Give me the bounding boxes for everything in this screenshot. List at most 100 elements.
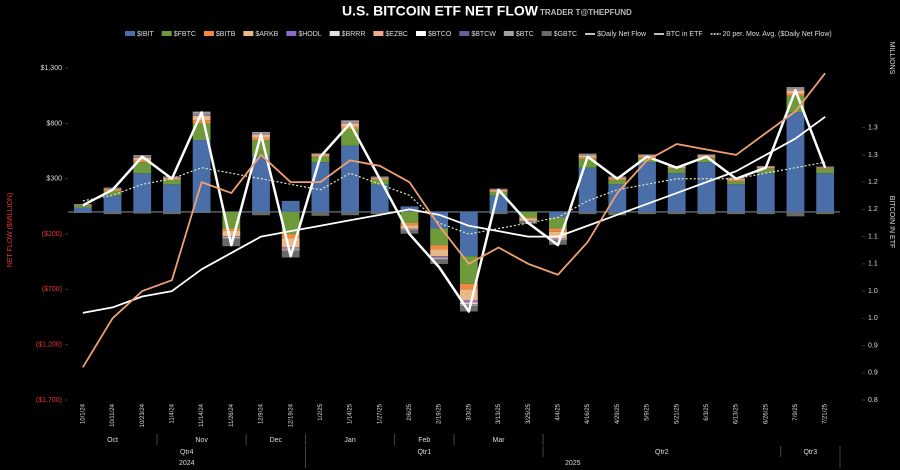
bar-segment: [252, 156, 270, 212]
y-tick-label: $300: [46, 176, 62, 183]
x-tick-label: 11/14/24: [199, 403, 205, 427]
y-tick-label: $800: [46, 120, 62, 127]
bar-segment: [697, 157, 716, 163]
bar-segment: [103, 211, 122, 215]
bar-segment: [222, 230, 241, 237]
bar-segment: [252, 131, 270, 134]
bar-segment: [459, 303, 478, 305]
legend-swatch: [203, 31, 214, 36]
bar-segment: [578, 158, 597, 168]
bar-segment: [667, 166, 686, 167]
bar-segment: [133, 157, 152, 160]
bar-segment: [341, 120, 359, 122]
bar-segment: [103, 195, 122, 212]
legend-label: $FBTC: [174, 31, 196, 38]
bar-segment: [489, 211, 508, 215]
x-tick-label: 6/26/25: [763, 403, 769, 424]
bar-segment: [430, 256, 449, 258]
month-label: Oct: [107, 437, 118, 444]
y2-axis-unit: MILLIONS: [888, 42, 895, 75]
bar-segment: [786, 112, 805, 212]
x-tick-label: 6/13/25: [734, 403, 740, 424]
bar-segment: [430, 258, 449, 260]
x-tick-label: 7/21/25: [823, 403, 829, 424]
bar-segment: [578, 167, 597, 212]
quarter-label: Qtr3: [803, 449, 817, 456]
x-tick-label: 4/16/25: [585, 403, 591, 424]
bar-segment: [459, 256, 478, 284]
x-tick-label: 3/13/25: [496, 403, 502, 424]
bar-segment: [163, 211, 181, 215]
y2-axis-title: BITCOIN IN ETF: [888, 196, 895, 249]
bar-segment: [370, 179, 389, 185]
y-tick-label: ($700): [42, 286, 62, 293]
bar-segment: [103, 187, 122, 189]
bar-segment: [549, 239, 567, 241]
y2-tick-label: 1.1: [868, 261, 878, 268]
bar-segment: [341, 211, 359, 216]
bar-segment: [608, 179, 627, 185]
bar-segment: [281, 238, 300, 248]
bar-segment: [133, 173, 152, 212]
bar-segment: [311, 153, 330, 154]
bar-segment: [400, 225, 419, 229]
bar-segment: [519, 217, 538, 219]
bar-segment: [400, 211, 419, 223]
bar-segment: [756, 211, 775, 215]
bar-segment: [281, 247, 300, 249]
y-tick-label: ($200): [42, 231, 62, 238]
bar-segment: [133, 162, 152, 174]
line: [82, 116, 826, 314]
quarter-label: Qtr4: [180, 449, 194, 456]
year-label: 2025: [565, 460, 581, 467]
y2-tick-label: 1.3: [868, 152, 878, 159]
y2-tick-label: 1.0: [868, 288, 878, 295]
x-tick-label: 4/29/25: [615, 403, 621, 424]
month-label: Nov: [195, 437, 208, 444]
bar-segment: [459, 302, 478, 303]
x-tick-label: 1/2/25: [318, 403, 324, 420]
legend-swatch: [459, 31, 470, 36]
legend-label: $BTCO: [428, 31, 452, 38]
bar-segment: [430, 249, 449, 257]
line: [82, 161, 826, 235]
bar-segment: [667, 168, 686, 174]
bar-segment: [578, 211, 597, 215]
x-tick-label: 7/9/25: [793, 403, 799, 420]
bar-segment: [816, 167, 835, 169]
y2-tick-label: 0.9: [868, 370, 878, 377]
y-axis-title: NET FLOW ($MILLION): [7, 193, 14, 268]
legend-swatch: [329, 31, 340, 36]
bar-segment: [133, 211, 152, 214]
bar-segment: [459, 300, 478, 303]
bar-segment: [103, 190, 122, 196]
bar-segment: [549, 217, 567, 229]
legend-swatch: [415, 31, 426, 36]
chart-subtitle: TRADER T@THEPFUND: [540, 8, 632, 17]
bar-segment: [163, 179, 181, 185]
bar-segment: [697, 211, 716, 215]
y-tick-label: ($1,700): [36, 397, 62, 404]
legend-label: $ARKB: [255, 31, 278, 38]
x-tick-label: 10/23/24: [140, 403, 146, 427]
bar-segment: [311, 211, 330, 216]
bar-segment: [756, 168, 775, 174]
bar-segment: [519, 218, 538, 221]
bar-segment: [281, 248, 300, 250]
y2-tick-label: 1.3: [868, 125, 878, 132]
x-tick-label: 11/4/24: [170, 403, 176, 423]
bar-segment: [727, 184, 745, 212]
y2-tick-label: 1.2: [868, 206, 878, 213]
bar-segment: [638, 154, 656, 155]
bar-segment: [222, 236, 241, 237]
line: [82, 72, 826, 368]
line: [82, 89, 827, 313]
bar-segment: [281, 211, 300, 235]
x-tick-label: 10/11/24: [110, 403, 116, 427]
legend-swatch: [541, 31, 552, 36]
bar-segment: [459, 304, 478, 306]
legend-swatch: [503, 31, 514, 36]
bar-segment: [727, 179, 745, 181]
bar-segment: [341, 145, 359, 212]
